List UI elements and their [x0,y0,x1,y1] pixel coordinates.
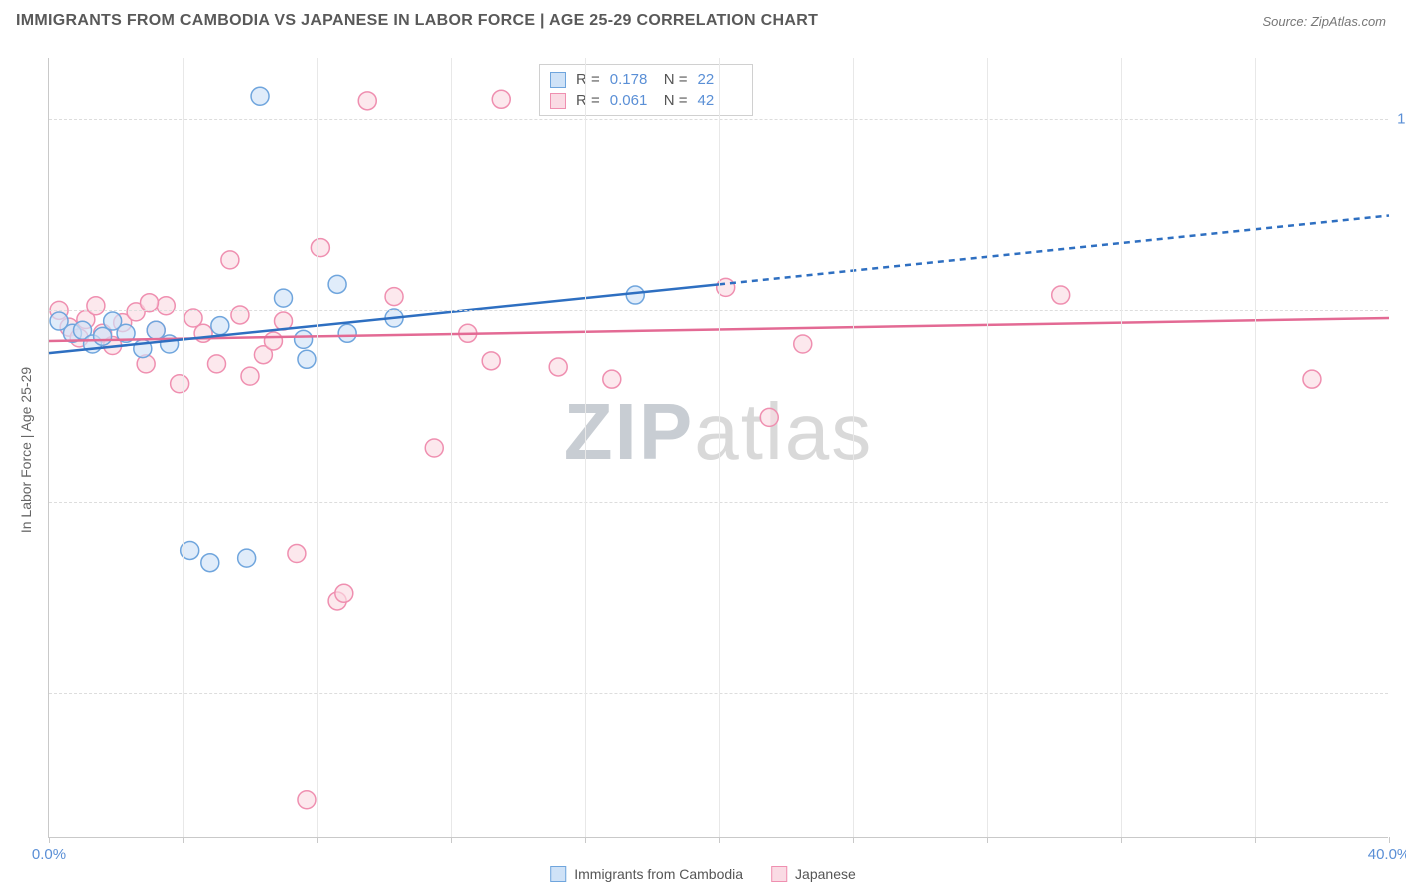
data-point [251,87,269,105]
y-tick-label: 75.0% [1393,493,1406,510]
data-point [264,332,282,350]
y-axis-label: In Labor Force | Age 25-29 [18,367,34,533]
swatch-cambodia [550,72,566,88]
x-tick-mark [853,837,854,843]
data-point [603,370,621,388]
data-point [87,297,105,315]
data-point [492,90,510,108]
data-point [335,584,353,602]
data-point [1052,286,1070,304]
legend-item-japanese: Japanese [771,866,856,882]
data-point [288,545,306,563]
data-point [482,352,500,370]
data-point [425,439,443,457]
data-point [171,375,189,393]
legend-row-cambodia: R = 0.178 N = 22 [550,69,742,90]
swatch-japanese [771,866,787,882]
x-tick-mark [987,837,988,843]
data-point [385,288,403,306]
n-label: N = [664,92,688,109]
chart-header: IMMIGRANTS FROM CAMBODIA VS JAPANESE IN … [0,0,1406,38]
gridline-v [317,58,318,837]
x-tick-mark [451,837,452,843]
y-tick-label: 62.5% [1393,684,1406,701]
data-point [298,350,316,368]
source-label: Source: ZipAtlas.com [1262,14,1386,29]
swatch-cambodia [550,866,566,882]
data-point [328,275,346,293]
data-point [231,306,249,324]
data-point [760,408,778,426]
x-tick-mark [585,837,586,843]
gridline-v [183,58,184,837]
gridline-v [1121,58,1122,837]
gridline-v [987,58,988,837]
gridline-v [585,58,586,837]
gridline-v [719,58,720,837]
data-point [1303,370,1321,388]
n-label: N = [664,71,688,88]
data-point [311,239,329,257]
legend-item-cambodia: Immigrants from Cambodia [550,866,743,882]
legend-label-cambodia: Immigrants from Cambodia [574,866,743,882]
data-point [295,330,313,348]
data-point [238,549,256,567]
gridline-v [1255,58,1256,837]
x-tick-label: 40.0% [1368,846,1406,863]
data-point [358,92,376,110]
r-value-japanese: 0.061 [610,92,654,109]
trend-line [719,216,1389,285]
y-tick-label: 87.5% [1393,302,1406,319]
correlation-legend: R = 0.178 N = 22 R = 0.061 N = 42 [539,64,753,116]
data-point [298,791,316,809]
data-point [157,297,175,315]
data-point [147,321,165,339]
x-tick-mark [183,837,184,843]
r-label: R = [576,71,600,88]
y-tick-label: 100.0% [1393,111,1406,128]
gridline-v [853,58,854,837]
data-point [241,367,259,385]
gridline-v [451,58,452,837]
data-point [211,317,229,335]
plot-area: ZIPatlas R = 0.178 N = 22 R = 0.061 N = … [48,58,1388,838]
swatch-japanese [550,93,566,109]
x-tick-mark [1255,837,1256,843]
data-point [275,289,293,307]
data-point [549,358,567,376]
data-point [221,251,239,269]
data-point [208,355,226,373]
data-point [201,554,219,572]
legend-label-japanese: Japanese [795,866,856,882]
series-legend: Immigrants from Cambodia Japanese [550,866,856,882]
data-point [141,294,159,312]
x-tick-mark [49,837,50,843]
x-tick-mark [1121,837,1122,843]
r-value-cambodia: 0.178 [610,71,654,88]
x-tick-mark [719,837,720,843]
x-tick-mark [1389,837,1390,843]
x-tick-label: 0.0% [32,846,66,863]
data-point [338,324,356,342]
r-label: R = [576,92,600,109]
chart-title: IMMIGRANTS FROM CAMBODIA VS JAPANESE IN … [16,12,818,30]
data-point [626,286,644,304]
legend-row-japanese: R = 0.061 N = 42 [550,90,742,111]
data-point [794,335,812,353]
x-tick-mark [317,837,318,843]
